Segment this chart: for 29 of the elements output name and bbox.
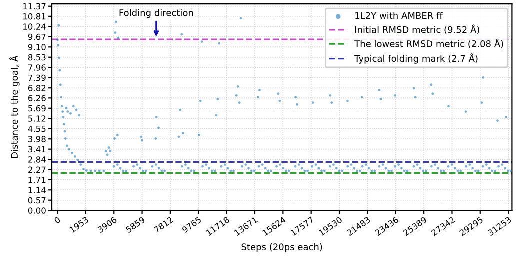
y-tick-label: 10.81 xyxy=(24,13,46,20)
x-axis-title: Steps (20ps each) xyxy=(242,244,322,252)
y-tick-label: 1.71 xyxy=(28,176,46,184)
y-tick-label: 7.96 xyxy=(28,64,46,71)
y-tick-label: 3.98 xyxy=(28,136,46,142)
legend-label: The lowest RMSD metric (2.08 Å) xyxy=(354,38,504,48)
y-tick-label: 11.37 xyxy=(24,3,46,10)
y-tick-label: 4.55 xyxy=(28,126,46,132)
y-tick-label: 5.69 xyxy=(28,105,46,112)
y-tick-label: 6.26 xyxy=(28,95,46,102)
y-tick-label: 0.00 xyxy=(28,208,46,214)
y-tick-label: 6.82 xyxy=(28,85,46,92)
legend-label: Typical folding mark (2.7 Å) xyxy=(354,54,478,64)
y-tick-label: 1.14 xyxy=(28,187,46,194)
legend-label: Initial RMSD metric (9.52 Å) xyxy=(355,24,480,34)
y-tick-label: 9.67 xyxy=(28,34,46,40)
y-tick-label: 2.27 xyxy=(28,166,46,173)
annotation: Folding direction xyxy=(120,9,194,18)
y-tick-label: 0.57 xyxy=(28,197,46,204)
x-tick-label: 0 xyxy=(54,216,62,224)
y-tick-label: 7.39 xyxy=(28,74,46,82)
y-tick-label: 10.24 xyxy=(24,24,46,30)
y-tick-label: 3.41 xyxy=(28,146,46,153)
y-tick-label: 5.12 xyxy=(28,116,46,122)
y-tick-label: 2.84 xyxy=(28,156,46,163)
y-tick-label: 9.10 xyxy=(28,44,46,50)
y-axis-title: Distance to the goal, Å xyxy=(10,56,20,158)
legend-label: 1L2Y with AMBER ff xyxy=(356,12,444,20)
y-tick-label: 8.53 xyxy=(28,54,46,61)
